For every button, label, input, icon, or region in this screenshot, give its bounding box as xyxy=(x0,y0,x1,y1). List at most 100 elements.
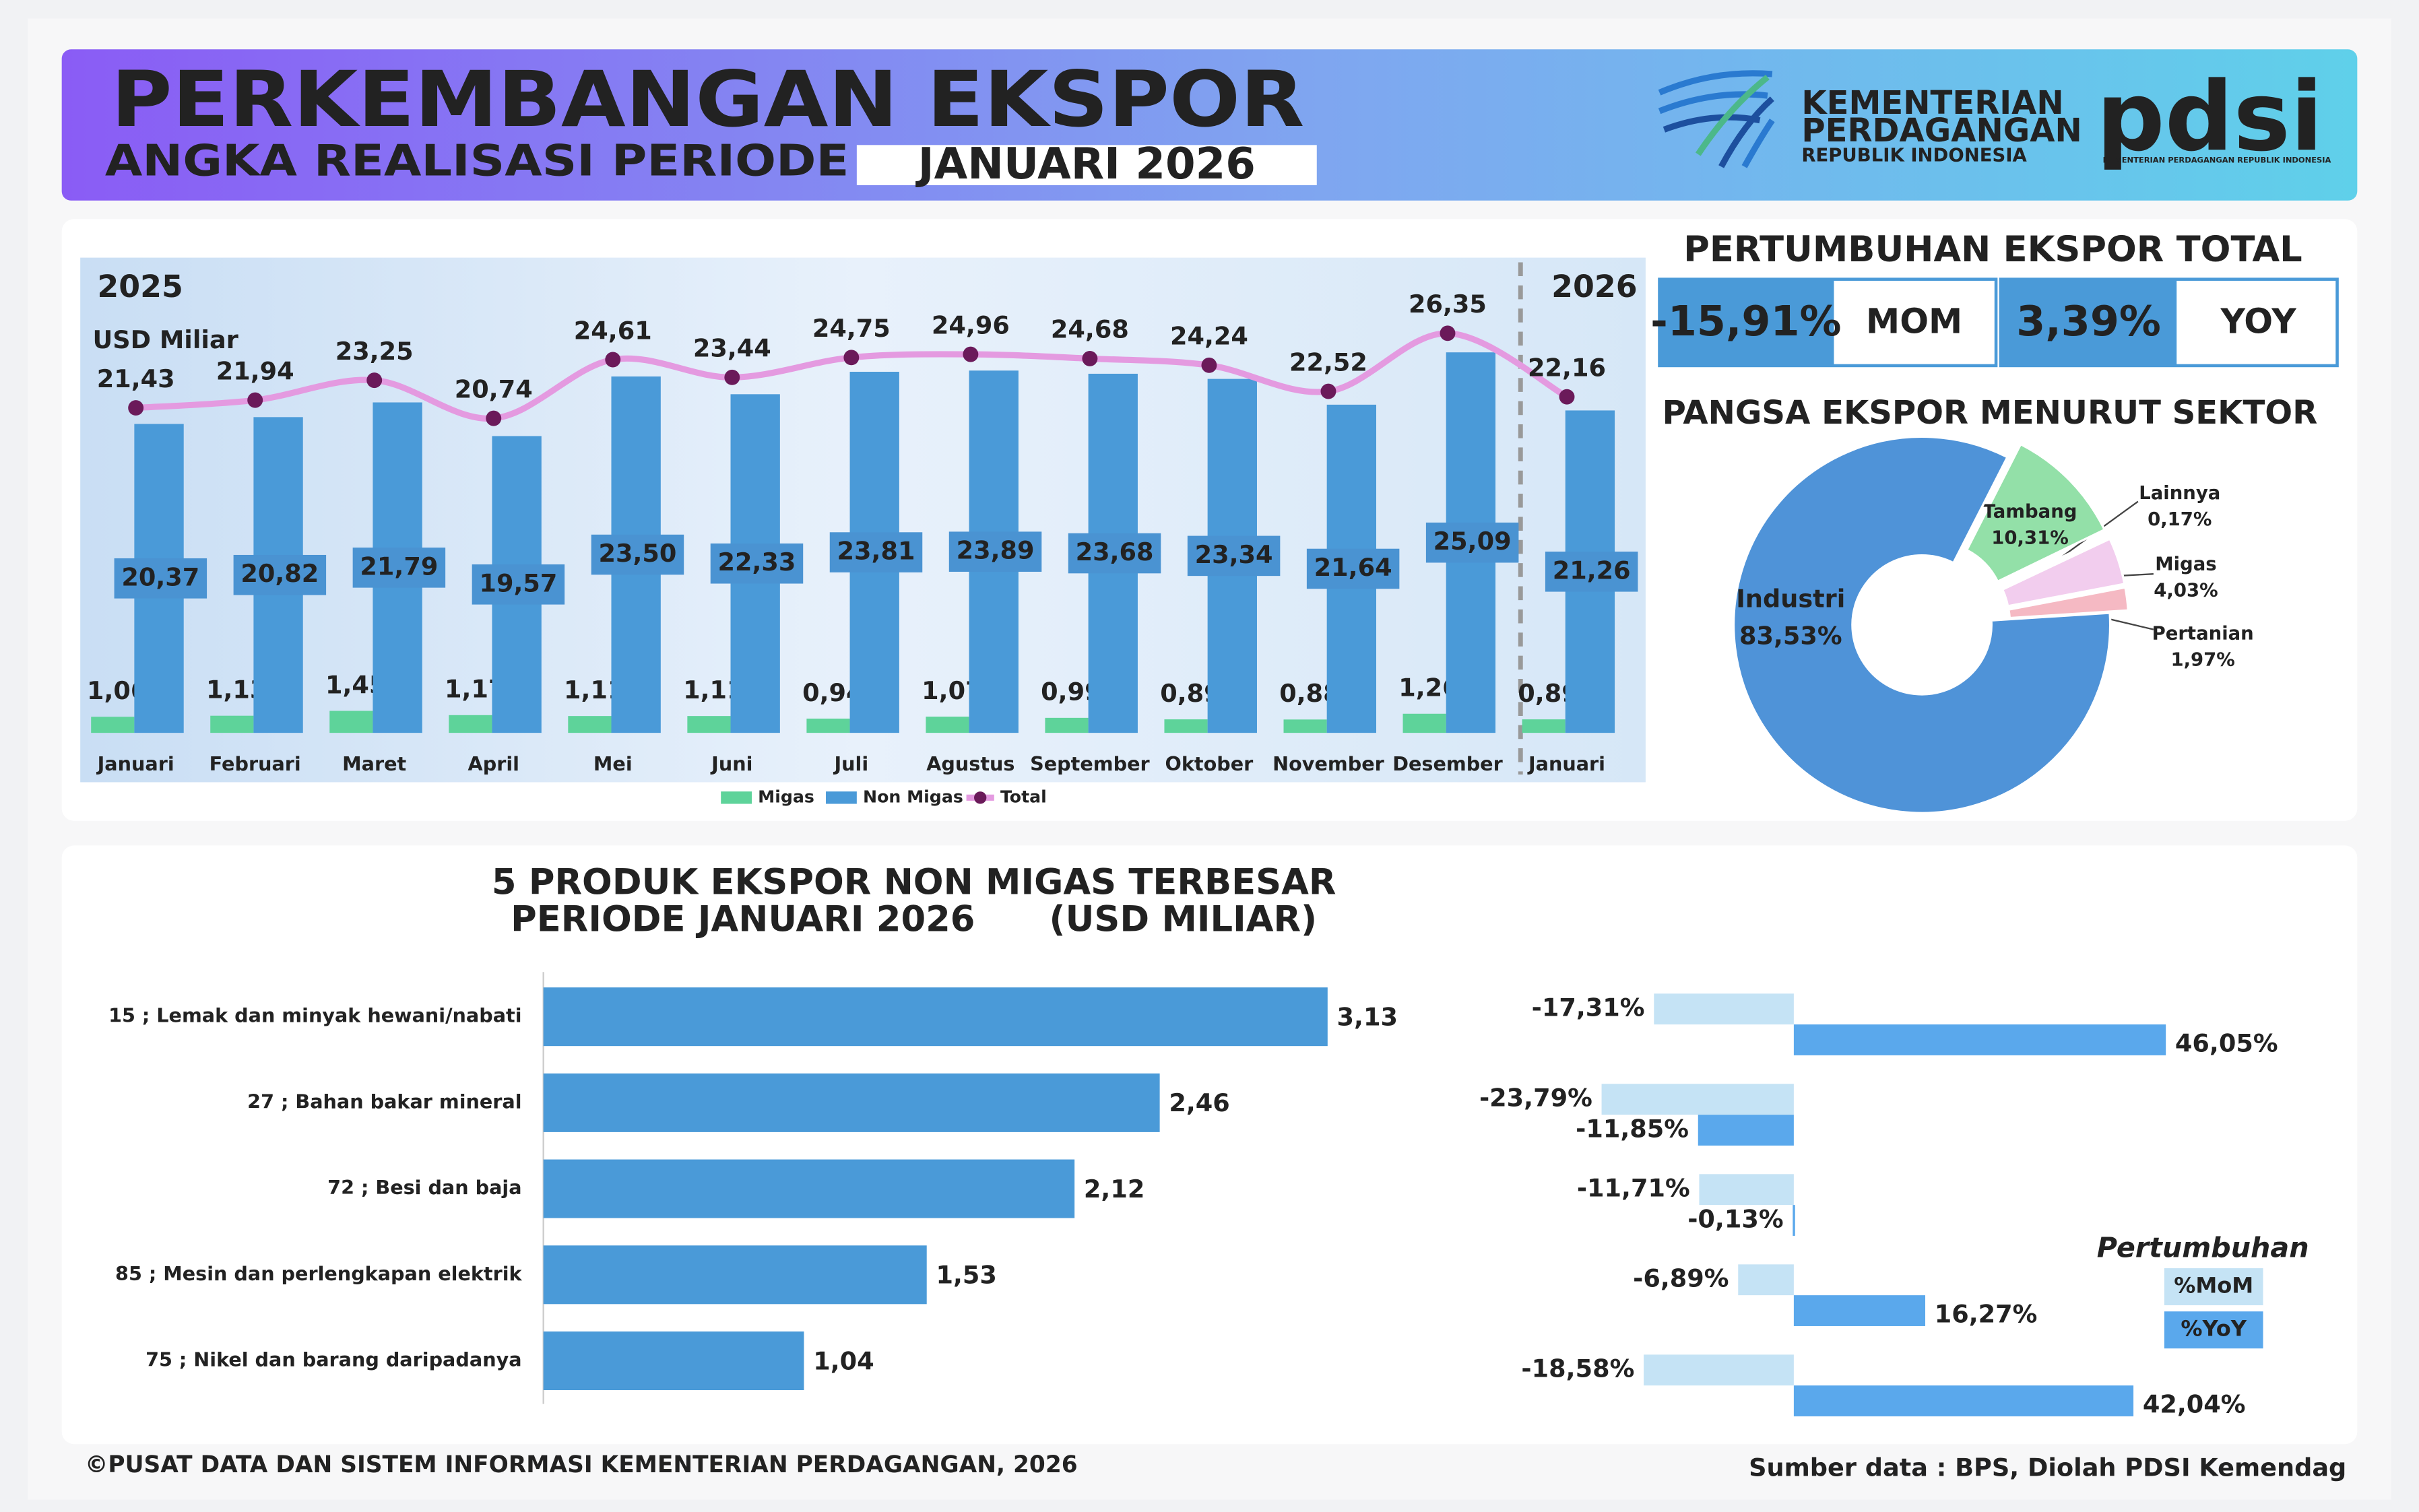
bar xyxy=(926,717,969,733)
pdsi-logo: pdsi xyxy=(2096,61,2323,172)
bar xyxy=(1601,1084,1794,1115)
value-label: -18,58% xyxy=(1521,1354,1634,1383)
total-point xyxy=(1559,389,1575,405)
value-label: -23,79% xyxy=(1479,1084,1592,1113)
total-point xyxy=(1320,383,1336,399)
bar xyxy=(1793,1024,2166,1055)
bar xyxy=(568,716,612,733)
value-label-box xyxy=(1425,522,1519,563)
header-subtitle: ANGKA REALISASI PERIODE xyxy=(105,135,849,186)
pie-slice xyxy=(2001,537,2126,608)
value-label: -11,85% xyxy=(1576,1115,1689,1144)
hbar-subtitle: PERIODE JANUARI 2026 (USD MILIAR) xyxy=(511,898,1317,940)
pie-slice xyxy=(1732,435,2112,814)
y-axis-label: USD Miliar xyxy=(92,325,238,354)
value-label: 22,33 xyxy=(718,548,796,577)
value-label-box xyxy=(1187,535,1281,577)
kpi-label: MOM xyxy=(1866,302,1962,341)
value-label: 46,05% xyxy=(2175,1028,2278,1057)
bar xyxy=(1283,719,1327,733)
legend-swatch xyxy=(974,791,987,804)
pie-value: 10,31% xyxy=(1991,527,2069,548)
value-label: 20,74 xyxy=(455,374,533,403)
kpi-title: PERTUMBUHAN EKSPOR TOTAL xyxy=(1683,229,2302,270)
total-point xyxy=(843,350,860,366)
bar xyxy=(1164,719,1208,733)
header-banner xyxy=(61,49,2358,201)
total-point xyxy=(247,392,263,408)
pie-title: PANGSA EKSPOR MENURUT SEKTOR xyxy=(1663,394,2318,432)
value-label-box xyxy=(948,531,1042,572)
y-tick-label: 75 ; Nikel dan barang daripadanya xyxy=(146,1348,521,1371)
value-label: -0,13% xyxy=(1687,1205,1783,1234)
total-point xyxy=(1082,350,1098,366)
pie-label: Industri xyxy=(1736,585,1845,614)
value-label: 2,46 xyxy=(1169,1088,1229,1117)
value-label: 24,61 xyxy=(574,316,652,345)
legend-label: %MoM xyxy=(2174,1273,2253,1299)
value-label: -17,31% xyxy=(1532,993,1645,1022)
bar xyxy=(543,1159,1075,1218)
header-title: PERKEMBANGAN EKSPOR xyxy=(111,55,1304,145)
x-tick-label: Juli xyxy=(833,752,869,775)
value-label: 24,24 xyxy=(1170,322,1248,351)
bar xyxy=(1045,717,1089,733)
legend-swatch xyxy=(826,791,857,804)
bar xyxy=(543,1331,804,1391)
footer-copyright: ©PUSAT DATA DAN SISTEM INFORMASI KEMENTE… xyxy=(85,1451,1078,1478)
bar xyxy=(1402,713,1446,733)
value-label: -11,71% xyxy=(1577,1174,1690,1203)
pie-value: 4,03% xyxy=(2154,579,2218,601)
x-tick-label: Desember xyxy=(1392,752,1503,775)
pie-slice xyxy=(1999,533,2110,589)
total-point xyxy=(486,410,502,426)
x-tick-label: November xyxy=(1272,752,1384,775)
x-tick-label: Maret xyxy=(342,752,406,775)
value-label-box xyxy=(1545,552,1638,592)
value-label: 25,09 xyxy=(1433,527,1512,556)
value-label: 42,04% xyxy=(2143,1389,2246,1418)
ministry-logo xyxy=(1658,70,1775,168)
value-label: 24,68 xyxy=(1051,315,1129,344)
y-tick-label: 85 ; Mesin dan perlengkapan elektrik xyxy=(115,1262,522,1285)
legend-label: Migas xyxy=(758,787,814,806)
value-label: 21,79 xyxy=(360,552,438,581)
value-label: 22,52 xyxy=(1289,348,1367,376)
kpi-value: 3,39% xyxy=(2016,297,2161,346)
bar xyxy=(543,1245,927,1305)
bar xyxy=(1699,1174,1794,1206)
footer-source: Sumber data : BPS, Diolah PDSI Kemendag xyxy=(1749,1453,2346,1482)
bar xyxy=(329,711,373,733)
value-label-box xyxy=(1306,548,1400,589)
value-label-box xyxy=(829,532,923,572)
legend-swatch xyxy=(2164,1311,2263,1349)
value-label: 2,12 xyxy=(1084,1175,1144,1204)
kpi-value: -15,91% xyxy=(1650,297,1841,346)
value-label: -6,89% xyxy=(1633,1264,1729,1293)
ministry-name: PERDAGANGAN xyxy=(1801,112,2082,150)
legend-title: Pertumbuhan xyxy=(2097,1232,2309,1264)
pie-value: 0,17% xyxy=(2148,508,2212,530)
value-label: 24,75 xyxy=(812,314,891,343)
pie-value: 1,97% xyxy=(2170,649,2234,670)
value-label: 23,81 xyxy=(837,537,915,566)
year-label: 2026 xyxy=(1551,268,1638,304)
pie-value: 83,53% xyxy=(1739,622,1842,651)
period: JANUARI 2026 xyxy=(915,139,1256,189)
bar xyxy=(806,718,850,733)
legend-swatch xyxy=(2164,1268,2263,1306)
bar xyxy=(1793,1385,2134,1416)
value-label: 21,94 xyxy=(216,356,294,385)
bar xyxy=(449,715,492,733)
kpi-yoy: 3,39% YOY xyxy=(1999,277,2339,368)
pie-slice xyxy=(1965,442,2106,583)
x-tick-label: Februari xyxy=(209,752,301,775)
pie-label: Lainnya xyxy=(2139,482,2220,504)
bar xyxy=(210,715,254,733)
x-tick-label: Agustus xyxy=(926,752,1014,775)
bar xyxy=(1698,1115,1794,1146)
value-label: 19,57 xyxy=(479,568,557,597)
bar xyxy=(543,1073,1160,1132)
ministry-country: REPUBLIK INDONESIA xyxy=(1801,144,2027,166)
